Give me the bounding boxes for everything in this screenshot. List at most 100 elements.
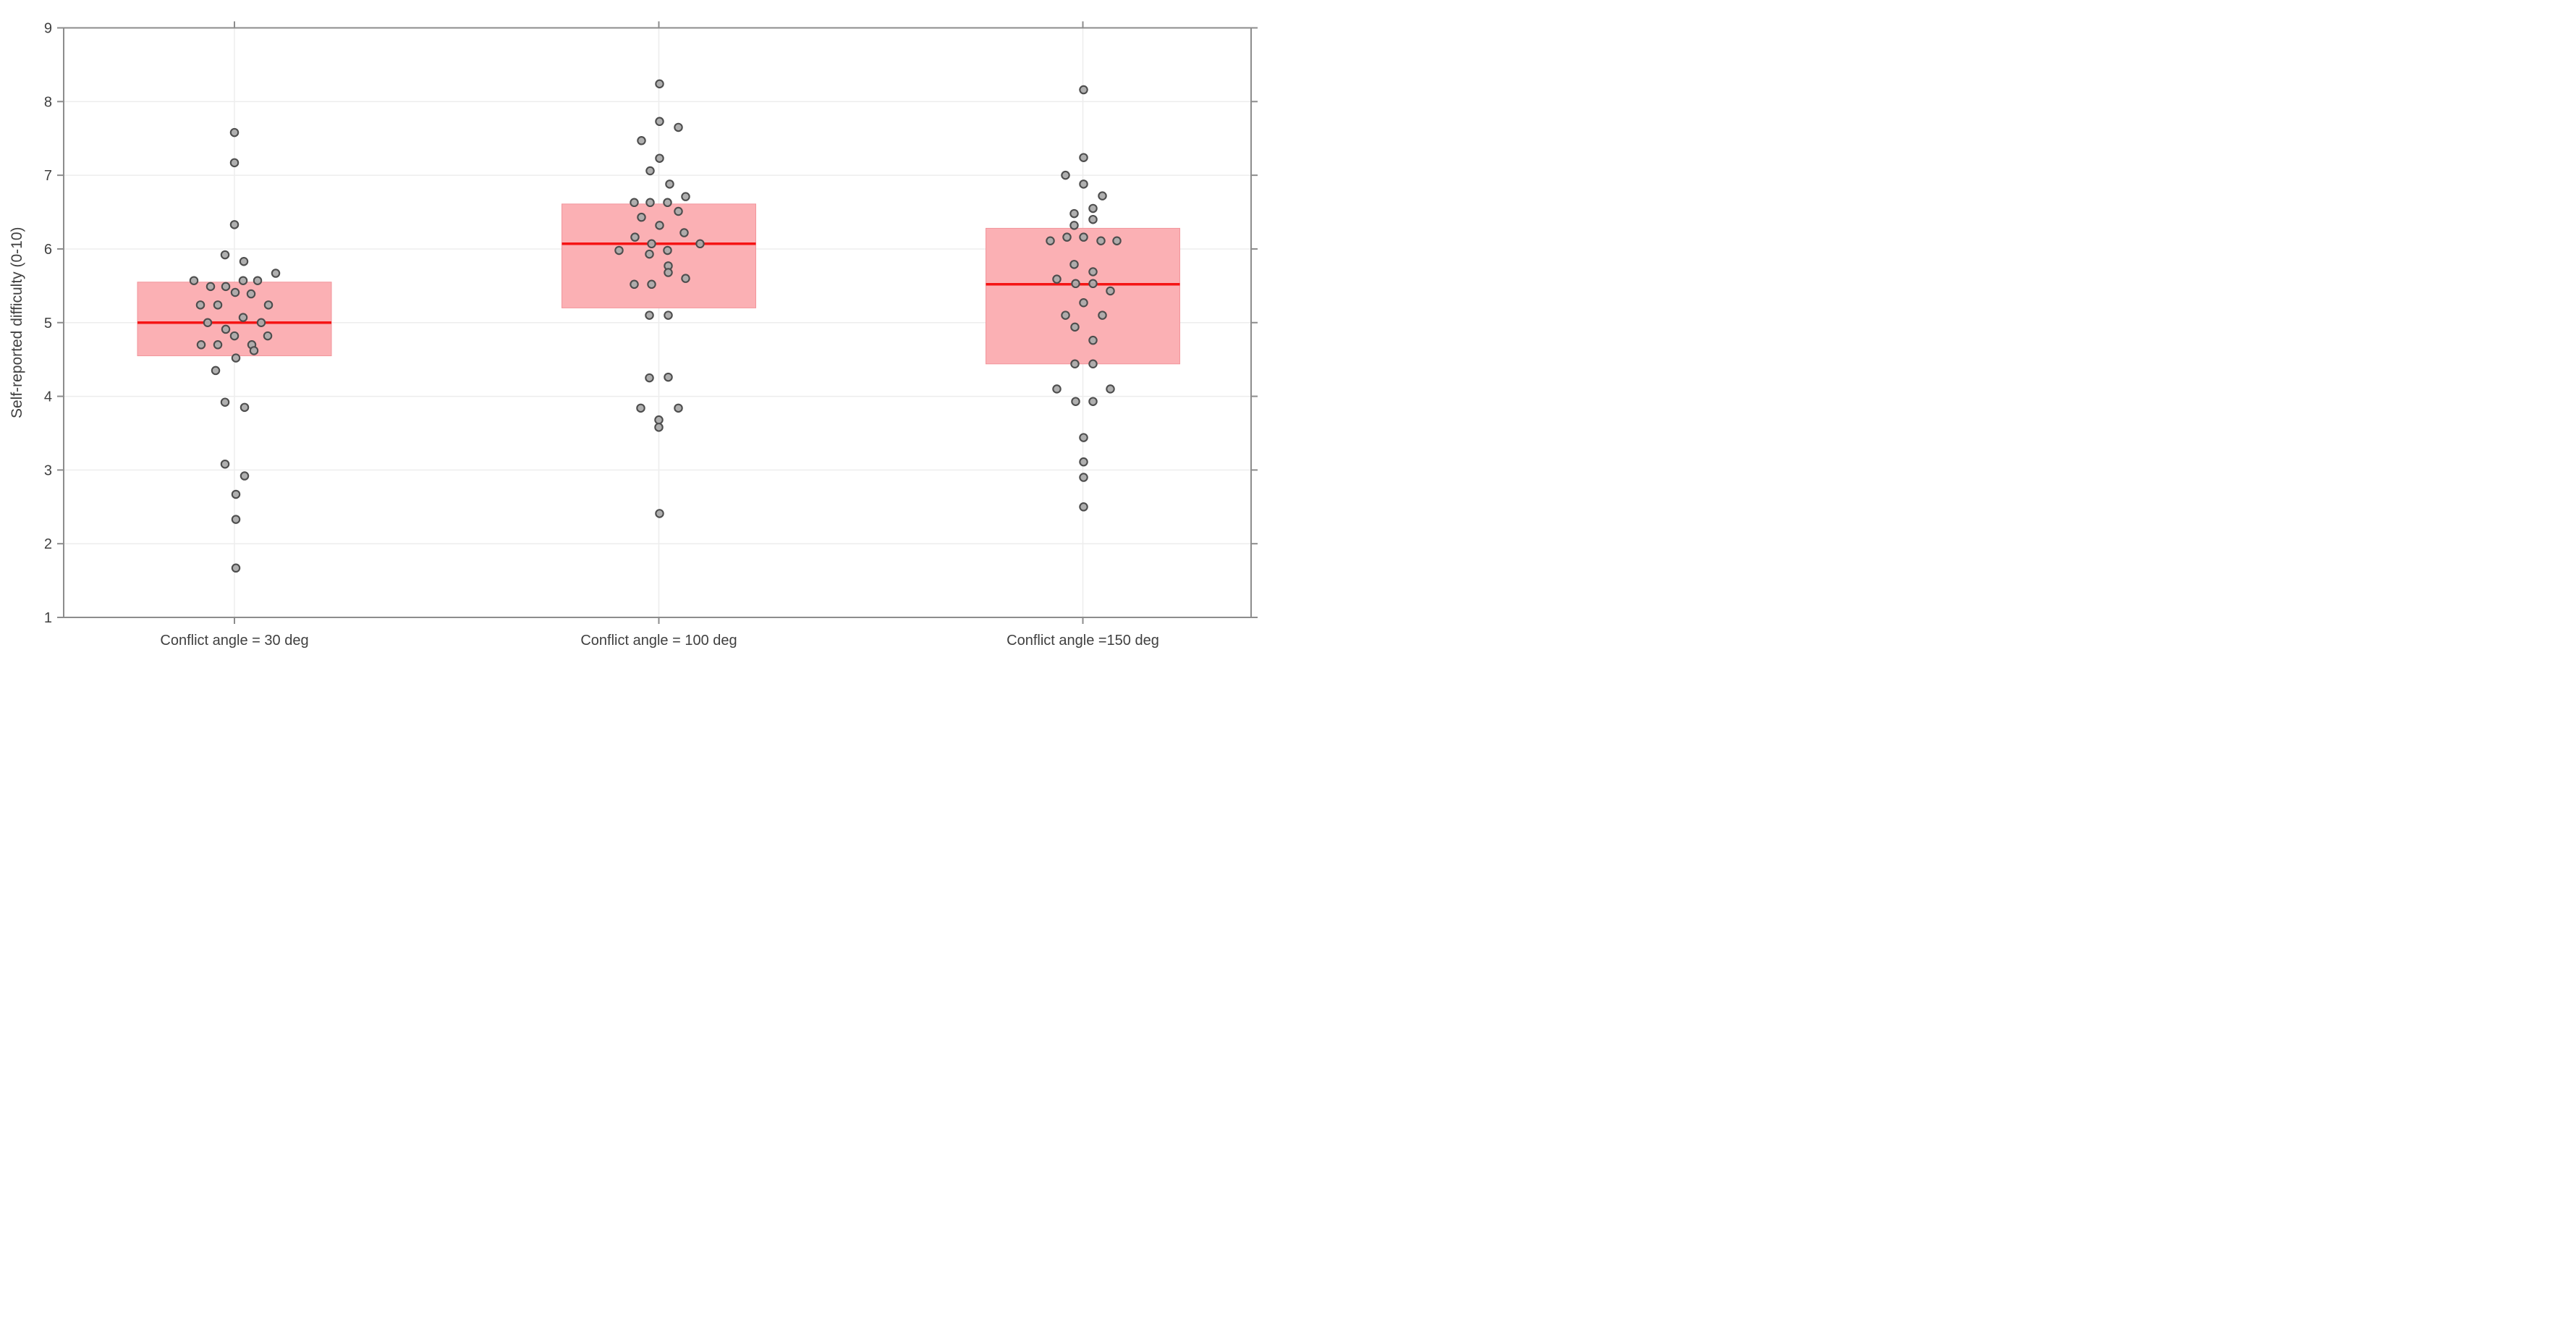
- data-point: [1079, 232, 1088, 242]
- data-point: [1079, 502, 1088, 512]
- data-point: [229, 127, 240, 138]
- data-point: [1079, 180, 1088, 189]
- data-point: [231, 563, 241, 573]
- box-scatter-chart: 1 2 3 4 5 6 7 8 9 Conflict angle = 30 deg Conflict…: [0, 0, 1288, 663]
- data-point: [630, 232, 640, 242]
- data-point: [1088, 397, 1098, 406]
- data-point: [645, 373, 654, 383]
- data-point: [263, 300, 274, 310]
- x-tick-label: Conflict angle = 100 deg: [580, 633, 737, 649]
- data-point: [645, 166, 655, 176]
- data-point: [1069, 208, 1079, 219]
- data-point: [1088, 203, 1098, 214]
- data-point: [1046, 236, 1055, 245]
- data-point: [645, 249, 654, 259]
- data-point: [203, 318, 213, 327]
- data-point: [246, 289, 256, 299]
- y-tick-label: 7: [44, 168, 52, 184]
- data-point: [196, 340, 206, 350]
- group-1: [137, 127, 332, 573]
- data-point: [1079, 433, 1088, 442]
- difficulty-chart-figure: 1 2 3 4 5 6 7 8 9 Conflict angle = 30 deg Conflict…: [0, 0, 1288, 663]
- data-point: [654, 423, 664, 432]
- data-point: [655, 221, 664, 230]
- data-point: [674, 403, 683, 413]
- data-point: [238, 313, 248, 322]
- data-point: [221, 282, 231, 292]
- data-point: [1106, 384, 1115, 394]
- data-point: [229, 220, 240, 229]
- data-point: [220, 397, 230, 407]
- summary-box: [562, 203, 756, 308]
- data-point: [1052, 274, 1062, 284]
- data-point: [664, 372, 673, 382]
- data-point: [231, 353, 241, 363]
- data-point: [614, 245, 624, 256]
- data-point: [1098, 191, 1107, 200]
- data-point: [637, 212, 646, 222]
- data-point: [230, 287, 240, 297]
- data-point: [263, 331, 273, 341]
- data-point: [655, 153, 664, 163]
- data-point: [195, 300, 206, 310]
- y-tick-label: 8: [44, 94, 52, 110]
- summary-box: [986, 227, 1180, 365]
- data-point: [655, 509, 664, 518]
- data-point: [211, 366, 221, 376]
- data-point: [654, 415, 664, 425]
- data-point: [221, 324, 231, 334]
- data-point: [1062, 232, 1072, 242]
- data-point: [681, 192, 690, 201]
- data-point: [637, 136, 646, 145]
- data-point: [664, 311, 673, 320]
- data-point: [189, 276, 199, 285]
- data-point: [663, 198, 672, 208]
- data-point: [1112, 236, 1122, 245]
- data-point: [239, 256, 249, 266]
- data-point: [1070, 322, 1080, 332]
- data-point: [655, 117, 664, 127]
- data-point: [231, 489, 241, 499]
- x-tick-label: Conflict angle =150 deg: [1007, 633, 1159, 649]
- x-tick-label: Conflict angle = 30 deg: [160, 633, 308, 649]
- data-point: [229, 331, 240, 341]
- data-point: [253, 276, 263, 285]
- data-point: [647, 239, 656, 249]
- data-point: [1070, 359, 1080, 369]
- data-point: [1088, 267, 1098, 276]
- y-axis-title: Self-reported difficulty (0-10): [9, 227, 25, 418]
- data-point: [1096, 236, 1106, 245]
- data-point: [1071, 279, 1080, 289]
- y-tick-label: 9: [44, 21, 52, 37]
- data-point: [220, 459, 230, 469]
- y-tick-label: 6: [44, 242, 52, 258]
- data-point: [663, 245, 672, 256]
- data-point: [674, 122, 683, 132]
- y-tick-label: 5: [44, 316, 52, 332]
- data-point: [220, 250, 230, 260]
- data-point: [1052, 384, 1062, 394]
- data-point: [681, 274, 690, 283]
- data-point: [695, 239, 705, 249]
- data-point: [206, 282, 216, 292]
- data-point: [679, 228, 689, 237]
- data-point: [1069, 260, 1079, 269]
- data-point: [674, 206, 683, 216]
- data-point: [630, 279, 639, 290]
- data-point: [1079, 85, 1088, 95]
- data-point: [271, 269, 281, 278]
- data-point: [249, 346, 259, 355]
- y-tick-label: 1: [44, 610, 52, 626]
- data-point: [229, 158, 240, 168]
- data-point: [240, 471, 250, 481]
- y-tick-label: 4: [44, 389, 52, 405]
- data-point: [1071, 397, 1080, 406]
- data-point: [1061, 311, 1070, 320]
- data-point: [1088, 335, 1098, 345]
- data-point: [630, 198, 639, 208]
- data-point: [1088, 214, 1098, 224]
- data-point: [645, 311, 654, 320]
- data-point: [655, 79, 664, 89]
- data-point: [1079, 457, 1088, 467]
- data-point: [1088, 279, 1098, 289]
